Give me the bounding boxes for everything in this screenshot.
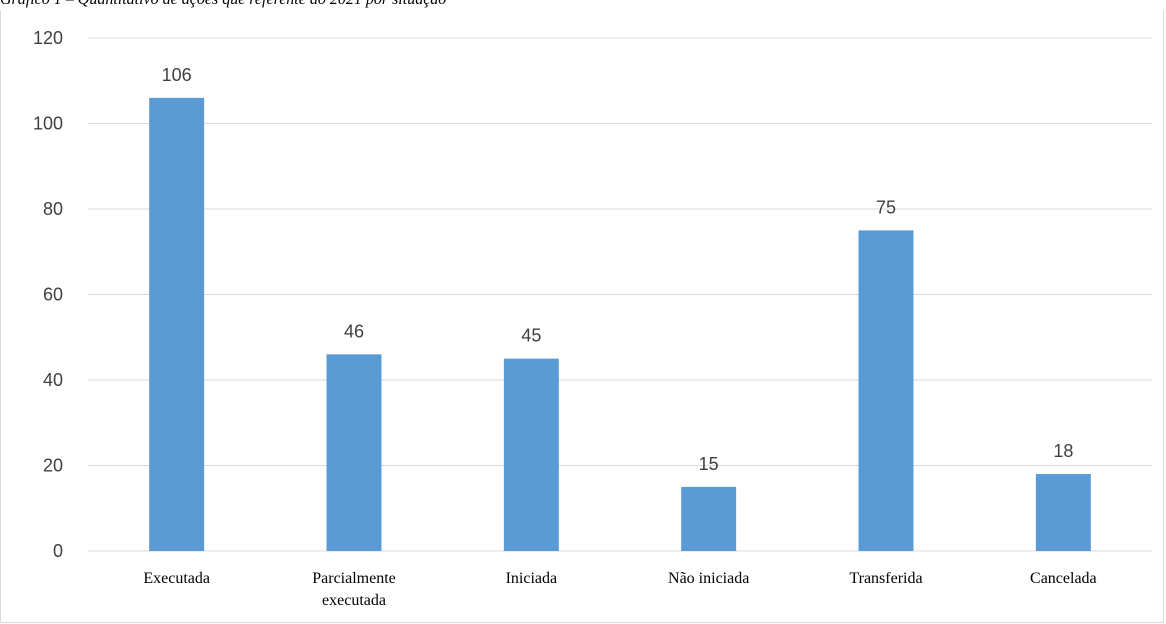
bar xyxy=(149,97,205,551)
data-label: 18 xyxy=(1053,441,1073,461)
y-tick-label: 120 xyxy=(33,28,63,48)
y-tick-label: 20 xyxy=(43,456,63,476)
y-tick-label: 100 xyxy=(33,114,63,134)
bar xyxy=(503,358,559,551)
category-label: Executada xyxy=(143,570,210,587)
data-labels: 106 46 45 15 75 18 xyxy=(162,65,1074,474)
bar xyxy=(326,354,382,551)
category-label: Parcialmente xyxy=(312,570,396,587)
bar xyxy=(1035,474,1091,551)
y-tick-label: 40 xyxy=(43,370,63,390)
x-axis-categories: Executada Parcialmente executada Iniciada Nã… xyxy=(143,570,1096,609)
y-axis-ticks: 0 20 40 60 80 100 120 xyxy=(33,28,63,561)
chart-title: Gráfico 1 – Quantitativo de ações que re… xyxy=(0,0,1166,11)
category-label: Cancelada xyxy=(1030,570,1097,587)
data-label: 15 xyxy=(699,454,719,474)
chart-frame xyxy=(0,10,1164,623)
data-label: 106 xyxy=(162,65,192,85)
y-tick-label: 0 xyxy=(53,541,63,561)
category-label: Não iniciada xyxy=(668,570,749,587)
bars xyxy=(149,97,1091,551)
y-tick-label: 60 xyxy=(43,285,63,305)
data-label: 46 xyxy=(344,321,364,341)
gridlines xyxy=(88,37,1152,552)
data-label: 45 xyxy=(521,326,541,346)
category-label: executada xyxy=(322,592,386,609)
category-label: Iniciada xyxy=(506,570,558,587)
y-tick-label: 80 xyxy=(43,199,63,219)
data-label: 75 xyxy=(876,197,896,217)
bar xyxy=(681,486,737,551)
bar xyxy=(858,230,914,551)
category-label: Transferida xyxy=(849,570,922,587)
